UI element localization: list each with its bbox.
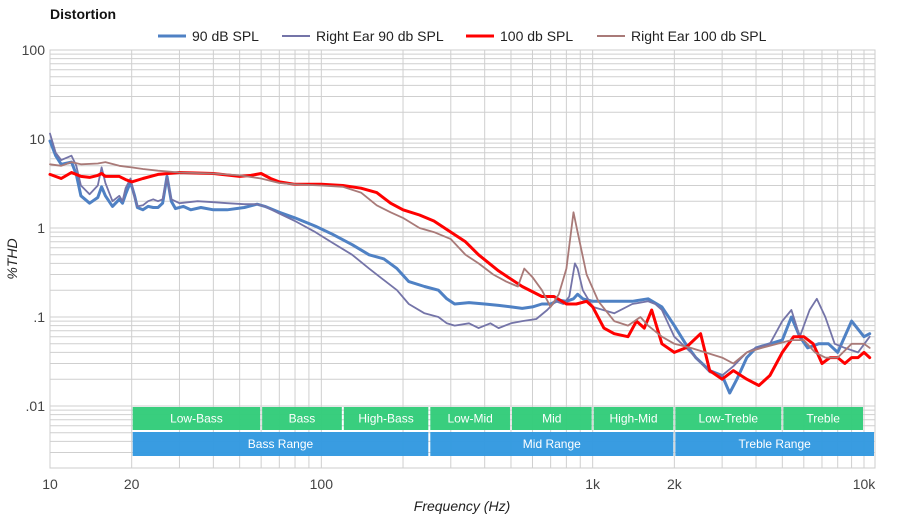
- grid: [49, 49, 876, 469]
- band-label: Bass Range: [248, 437, 314, 451]
- band-label: Low-Treble: [699, 412, 759, 426]
- x-tick-label: 1k: [585, 476, 601, 492]
- band-bass: [262, 407, 342, 430]
- band-label: Mid Range: [523, 437, 581, 451]
- y-tick-label: .01: [26, 398, 46, 414]
- series-line-0: [48, 139, 872, 395]
- x-tick-label: 2k: [667, 476, 683, 492]
- band-bass-range: [132, 432, 429, 456]
- x-axis-label: Frequency (Hz): [414, 498, 510, 514]
- band-treble-range: [675, 432, 874, 456]
- series-line-2: [48, 171, 872, 387]
- y-tick-label: 1: [37, 220, 45, 236]
- band-low-bass: [132, 407, 261, 430]
- band-label: Low-Mid: [447, 412, 492, 426]
- band-mid-range: [430, 432, 674, 456]
- x-tick-label: 100: [310, 476, 334, 492]
- band-mid: [511, 407, 592, 430]
- band-high-mid: [593, 407, 674, 430]
- band-low-treble: [675, 407, 782, 430]
- legend: 90 dB SPL Right Ear 90 db SPL 100 db SPL Ri…: [158, 28, 767, 44]
- chart-title: Distortion: [50, 6, 116, 22]
- legend-entry: Right Ear 90 db SPL: [316, 28, 444, 44]
- y-tick-label: .1: [33, 309, 45, 325]
- y-axis-label: %THD: [4, 238, 20, 279]
- x-tick-label: 10k: [853, 476, 877, 492]
- legend-entry: 90 dB SPL: [192, 28, 259, 44]
- y-tick-label: 10: [29, 131, 45, 147]
- series-lines: [48, 132, 872, 395]
- legend-entry: 100 db SPL: [500, 28, 573, 44]
- band-label: High-Mid: [609, 412, 657, 426]
- x-tick-label: 20: [124, 476, 140, 492]
- band-label: Treble Range: [739, 437, 812, 451]
- legend-entry: Right Ear 100 db SPL: [631, 28, 767, 44]
- band-high-bass: [343, 407, 429, 430]
- band-label: Mid: [542, 412, 561, 426]
- x-tick-label: 10: [42, 476, 58, 492]
- band-label: Treble: [806, 412, 840, 426]
- band-low-mid: [430, 407, 510, 430]
- band-label: Bass: [289, 412, 316, 426]
- band-label: Low-Bass: [170, 412, 223, 426]
- series-line-1: [49, 132, 871, 377]
- band-label: High-Bass: [358, 412, 413, 426]
- range-bands: Low-Bass Bass High-Bass Low-Mid Mid High-Mid L…: [132, 407, 874, 456]
- series-line-3: [49, 161, 871, 365]
- y-tick-label: 100: [22, 42, 46, 58]
- tick-labels: 10 20 100 1k 2k 10k 100 10 1 .1 .01: [22, 42, 877, 492]
- band-treble: [783, 407, 863, 430]
